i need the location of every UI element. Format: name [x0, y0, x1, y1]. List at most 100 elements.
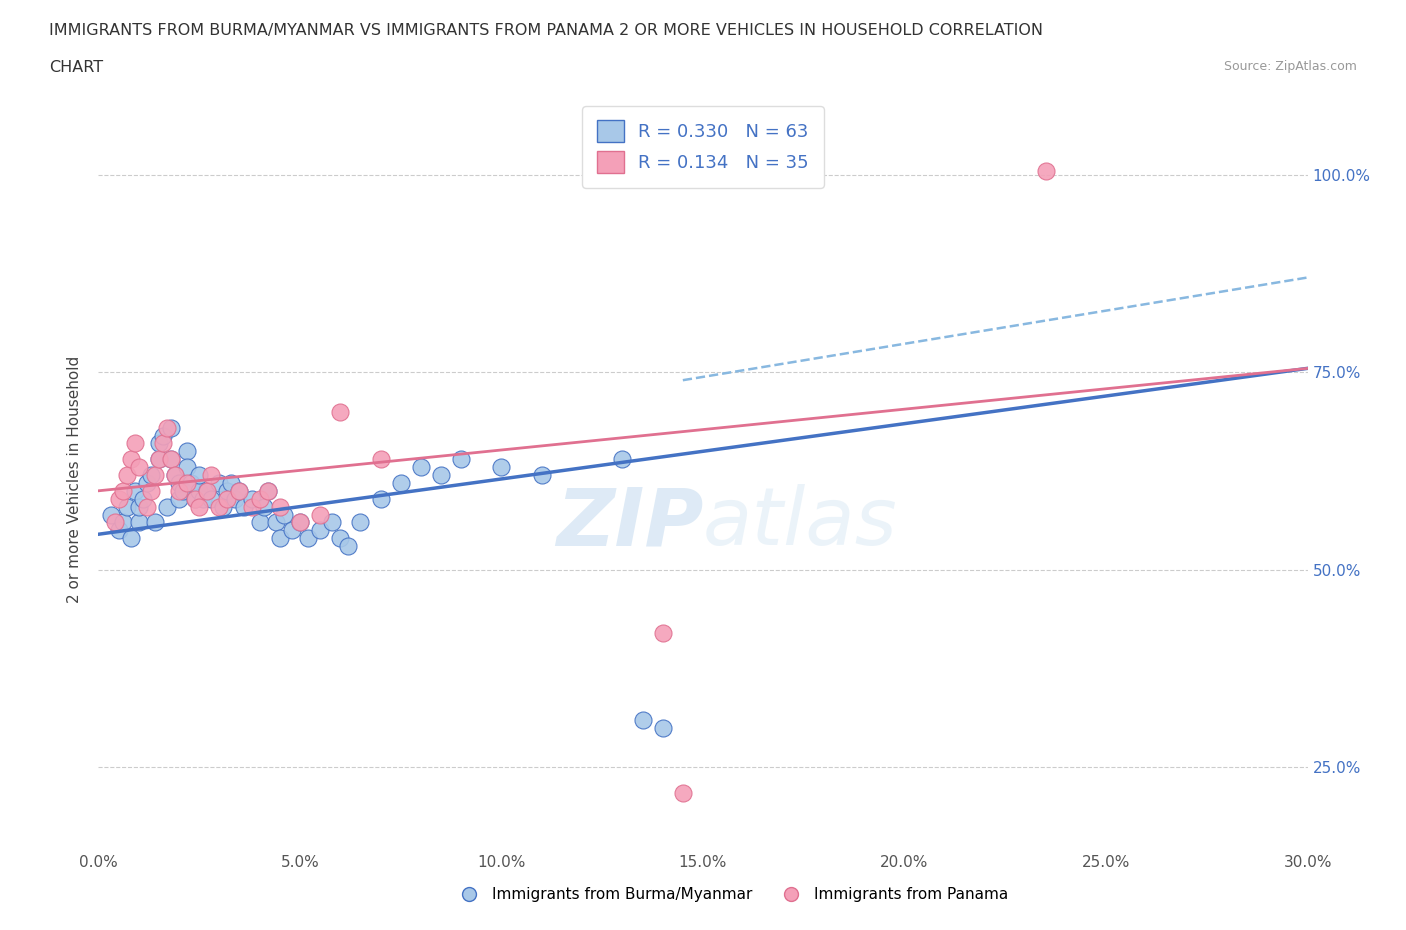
Point: [288, 515, 311, 530]
Point: [269, 531, 291, 546]
Point: [143, 468, 166, 483]
Point: [135, 499, 157, 514]
Point: [430, 468, 453, 483]
Point: [370, 452, 392, 467]
Point: [195, 484, 218, 498]
Point: [269, 499, 291, 514]
Point: [221, 475, 243, 490]
Y-axis label: 2 or more Vehicles in Household: 2 or more Vehicles in Household: [67, 355, 83, 603]
Text: CHART: CHART: [49, 60, 103, 75]
Text: Source: ZipAtlas.com: Source: ZipAtlas.com: [1223, 60, 1357, 73]
Point: [172, 484, 194, 498]
Legend: Immigrants from Burma/Myanmar, Immigrants from Panama: Immigrants from Burma/Myanmar, Immigrant…: [449, 882, 1014, 909]
Point: [228, 484, 250, 498]
Legend: R = 0.330   N = 63, R = 0.134   N = 35: R = 0.330 N = 63, R = 0.134 N = 35: [582, 106, 824, 188]
Point: [253, 499, 276, 514]
Point: [167, 475, 190, 490]
Point: [167, 484, 190, 498]
Point: [163, 468, 186, 483]
Point: [148, 436, 170, 451]
Point: [188, 468, 211, 483]
Text: IMMIGRANTS FROM BURMA/MYANMAR VS IMMIGRANTS FROM PANAMA 2 OR MORE VEHICLES IN HO: IMMIGRANTS FROM BURMA/MYANMAR VS IMMIGRA…: [49, 23, 1043, 38]
Point: [103, 515, 125, 530]
Point: [389, 475, 412, 490]
Point: [124, 484, 146, 498]
Point: [128, 515, 150, 530]
Point: [256, 484, 278, 498]
Point: [631, 712, 654, 727]
Point: [217, 484, 239, 498]
Point: [200, 491, 222, 506]
Point: [107, 491, 129, 506]
Point: [167, 491, 190, 506]
Point: [212, 499, 235, 514]
Point: [208, 475, 231, 490]
Point: [163, 468, 186, 483]
Point: [184, 491, 207, 506]
Point: [176, 459, 198, 474]
Point: [409, 459, 432, 474]
Point: [256, 484, 278, 498]
Point: [188, 499, 211, 514]
Point: [450, 452, 472, 467]
Point: [297, 531, 319, 546]
Point: [224, 491, 246, 506]
Point: [152, 436, 174, 451]
Point: [111, 484, 134, 498]
Point: [651, 626, 673, 641]
Point: [128, 459, 150, 474]
Point: [240, 499, 263, 514]
Point: [651, 721, 673, 736]
Point: [491, 459, 513, 474]
Point: [288, 515, 311, 530]
Point: [184, 491, 207, 506]
Point: [672, 785, 695, 800]
Text: atlas: atlas: [703, 484, 898, 562]
Point: [139, 484, 162, 498]
Point: [188, 484, 211, 498]
Point: [240, 491, 263, 506]
Point: [329, 405, 352, 419]
Point: [349, 515, 371, 530]
Point: [321, 515, 343, 530]
Point: [139, 468, 162, 483]
Point: [180, 475, 202, 490]
Point: [281, 523, 304, 538]
Point: [148, 452, 170, 467]
Point: [115, 468, 138, 483]
Point: [120, 531, 142, 546]
Point: [309, 523, 332, 538]
Point: [160, 452, 183, 467]
Point: [160, 420, 183, 435]
Point: [1035, 164, 1057, 179]
Point: [107, 523, 129, 538]
Point: [228, 484, 250, 498]
Point: [148, 452, 170, 467]
Point: [273, 507, 295, 522]
Point: [100, 507, 122, 522]
Point: [309, 507, 332, 522]
Point: [232, 499, 254, 514]
Point: [152, 428, 174, 443]
Point: [337, 538, 360, 553]
Point: [200, 468, 222, 483]
Point: [208, 499, 231, 514]
Point: [160, 452, 183, 467]
Point: [195, 484, 218, 498]
Point: [249, 515, 271, 530]
Point: [612, 452, 634, 467]
Point: [176, 444, 198, 458]
Point: [156, 499, 179, 514]
Point: [135, 475, 157, 490]
Point: [124, 436, 146, 451]
Point: [249, 491, 271, 506]
Point: [115, 499, 138, 514]
Point: [120, 452, 142, 467]
Point: [264, 515, 287, 530]
Point: [370, 491, 392, 506]
Text: ZIP: ZIP: [555, 484, 703, 562]
Point: [132, 491, 155, 506]
Point: [176, 475, 198, 490]
Point: [156, 420, 179, 435]
Point: [217, 491, 239, 506]
